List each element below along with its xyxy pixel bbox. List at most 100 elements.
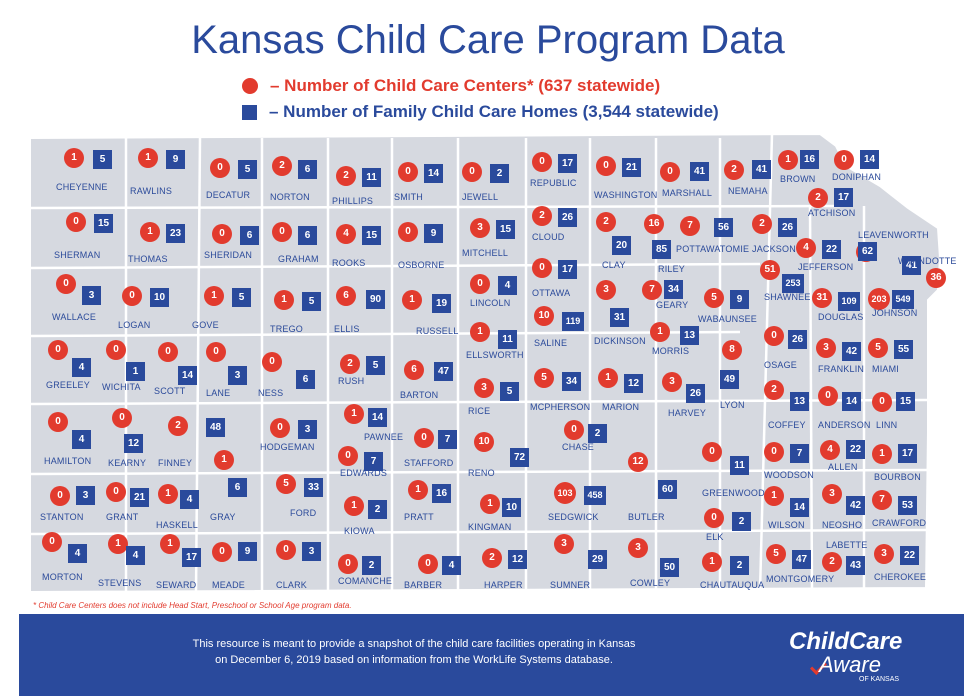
home-count-badge: 4 [180,490,199,509]
home-count-badge: 26 [686,384,705,403]
home-count-badge: 17 [558,260,577,279]
center-count-badge: 1 [408,480,428,500]
center-count-badge: 0 [818,386,838,406]
county-name-label: WYANDOTTE [898,256,957,266]
county-name-label: PHILLIPS [332,196,374,206]
home-count-badge: 15 [896,392,915,411]
county-name-label: HASKELL [156,520,198,530]
center-count-badge: 0 [418,554,438,574]
county-name-label: COWLEY [630,578,671,588]
home-count-badge: 5 [232,288,251,307]
center-count-badge: 2 [724,160,744,180]
home-count-badge: 3 [298,420,317,439]
county-name-label: PAWNEE [364,432,404,442]
county-name-label: POTTAWATOMIE [676,244,750,254]
center-count-badge: 0 [834,150,854,170]
county-name-label: RILEY [658,264,686,274]
home-count-badge: 34 [664,280,683,299]
county-name-label: MORTON [42,572,83,582]
home-count-badge: 2 [730,556,749,575]
home-count-badge: 458 [584,486,606,505]
center-count-badge: 6 [404,360,424,380]
home-count-badge: 9 [166,150,185,169]
county-name-label: ELLSWORTH [466,350,524,360]
center-count-badge: 5 [704,288,724,308]
county-name-label: NEMAHA [728,186,768,196]
home-count-badge: 33 [304,478,323,497]
home-count-badge: 1 [126,362,145,381]
center-count-badge: 1 [650,322,670,342]
logo-text-2: Aware [819,652,881,677]
center-count-badge: 0 [50,486,70,506]
footnote: * Child Care Centers does not include He… [33,601,352,610]
center-count-badge: 7 [642,280,662,300]
county-name-label: CHASE [562,442,595,452]
home-count-badge: 9 [730,290,749,309]
center-count-badge: 3 [874,544,894,564]
home-count-badge: 72 [510,448,529,467]
home-count-badge: 56 [714,218,733,237]
county-name-label: MITCHELL [462,248,509,258]
center-count-badge: 2 [168,416,188,436]
center-count-badge: 2 [336,166,356,186]
home-count-badge: 53 [898,496,917,515]
center-count-badge: 0 [210,158,230,178]
county-name-label: DECATUR [206,190,251,200]
center-count-badge: 0 [212,224,232,244]
center-count-badge: 3 [470,218,490,238]
center-count-badge: 0 [122,286,142,306]
center-count-badge: 10 [534,306,554,326]
home-count-badge: 13 [680,326,699,345]
county-name-label: CLAY [602,260,626,270]
county-name-label: GRAY [210,512,236,522]
county-name-label: WASHINGTON [594,190,658,200]
center-count-badge: 1 [204,286,224,306]
county-name-label: FRANKLIN [818,364,865,374]
center-count-badge: 10 [474,432,494,452]
legend-centers: – Number of Child Care Centers* (637 sta… [242,76,660,96]
home-count-badge: 119 [562,312,584,331]
county-name-label: JOHNSON [872,308,918,318]
center-count-badge: 0 [462,162,482,182]
home-count-badge: 22 [846,440,865,459]
center-count-badge: 0 [42,532,62,552]
county-name-label: ALLEN [828,462,858,472]
home-count-badge: 3 [82,286,101,305]
county-name-label: HARVEY [668,408,707,418]
home-count-badge: 26 [558,208,577,227]
county-name-label: RUSSELL [416,326,459,336]
county-name-label: LEAVENWORTH [858,230,929,240]
center-count-badge: 5 [276,474,296,494]
county-name-label: BARTON [400,390,439,400]
center-count-badge: 8 [722,340,742,360]
county-name-label: GRANT [106,512,139,522]
county-name-label: GRAHAM [278,254,319,264]
home-count-badge: 55 [894,340,913,359]
center-count-badge: 0 [532,258,552,278]
home-count-badge: 26 [788,330,807,349]
county-name-label: OSBORNE [398,260,445,270]
county-name-label: CHEYENNE [56,182,108,192]
center-count-badge: 1 [480,494,500,514]
home-count-badge: 23 [166,224,185,243]
center-count-badge: 0 [414,428,434,448]
center-count-badge: 7 [680,216,700,236]
center-count-badge: 3 [596,280,616,300]
center-count-badge: 3 [628,538,648,558]
home-count-badge: 7 [364,452,383,471]
county-name-label: REPUBLIC [530,178,577,188]
county-name-label: FINNEY [158,458,193,468]
home-count-badge: 49 [720,370,739,389]
center-count-badge: 0 [262,352,282,372]
home-count-badge: 549 [892,290,914,309]
center-count-badge: 1 [344,404,364,424]
center-count-badge: 1 [108,534,128,554]
county-name-label: RENO [468,468,495,478]
county-name-label: DOUGLAS [818,312,864,322]
county-name-label: SALINE [534,338,568,348]
county-name-label: NORTON [270,192,310,202]
county-name-label: ELLIS [334,324,360,334]
home-count-badge: 14 [368,408,387,427]
home-count-badge: 43 [846,556,865,575]
